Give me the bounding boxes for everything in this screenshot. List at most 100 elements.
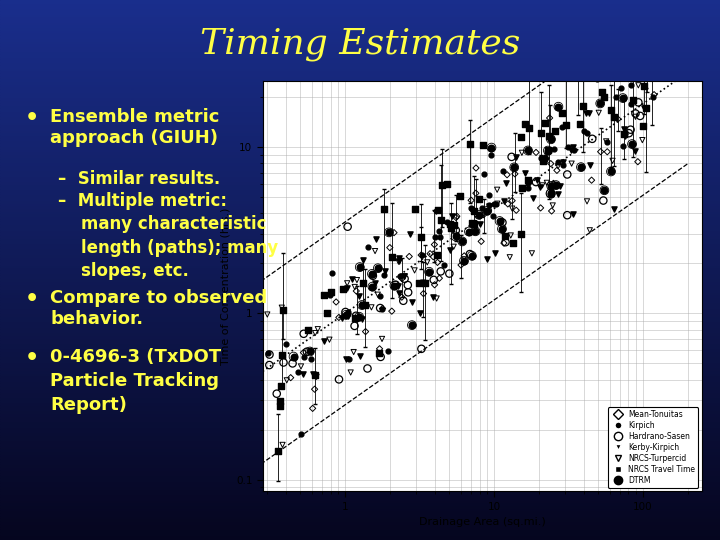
Point bbox=[463, 227, 474, 236]
Point bbox=[386, 307, 397, 315]
Point bbox=[373, 349, 384, 357]
Point bbox=[444, 220, 456, 228]
Y-axis label: Time of Concentration (hrs.): Time of Concentration (hrs.) bbox=[220, 207, 230, 365]
Point bbox=[496, 225, 508, 233]
Point bbox=[530, 178, 541, 186]
Point bbox=[502, 200, 513, 208]
Point bbox=[567, 210, 578, 219]
Point bbox=[606, 106, 617, 114]
Point bbox=[416, 251, 428, 259]
Point bbox=[469, 227, 481, 235]
Point bbox=[406, 298, 418, 306]
Point bbox=[278, 358, 289, 367]
Point bbox=[550, 181, 562, 190]
Point bbox=[351, 287, 362, 295]
Point bbox=[580, 109, 592, 118]
Point bbox=[418, 278, 429, 287]
Point bbox=[433, 274, 445, 282]
Point bbox=[354, 263, 366, 272]
Point bbox=[287, 359, 298, 368]
Point bbox=[366, 269, 378, 278]
Point bbox=[483, 201, 495, 210]
Point bbox=[546, 181, 557, 190]
Point bbox=[490, 199, 502, 208]
Point bbox=[333, 313, 345, 322]
Point bbox=[549, 126, 561, 135]
Point bbox=[383, 228, 395, 237]
Point bbox=[466, 219, 477, 227]
Point bbox=[497, 218, 508, 227]
Point bbox=[623, 129, 634, 138]
Point bbox=[647, 93, 659, 102]
Point bbox=[465, 196, 477, 205]
Point bbox=[578, 127, 590, 136]
Point bbox=[455, 261, 467, 269]
Point bbox=[281, 376, 292, 384]
Point bbox=[478, 211, 490, 219]
Point bbox=[490, 249, 501, 258]
Point bbox=[399, 274, 410, 283]
Point bbox=[545, 190, 557, 198]
Point bbox=[598, 92, 610, 101]
Point bbox=[421, 258, 433, 267]
Point bbox=[553, 103, 564, 111]
Point bbox=[382, 347, 393, 355]
Point bbox=[548, 179, 559, 188]
Point bbox=[397, 296, 409, 305]
Text: Timing Estimates: Timing Estimates bbox=[200, 27, 520, 61]
Point bbox=[557, 161, 569, 170]
Point bbox=[310, 329, 321, 338]
Point bbox=[626, 140, 638, 149]
Point bbox=[354, 263, 366, 272]
Text: Compare to observed
behavior.: Compare to observed behavior. bbox=[50, 289, 268, 328]
Point bbox=[346, 275, 358, 284]
Point bbox=[389, 281, 400, 290]
Point bbox=[587, 134, 598, 143]
Point bbox=[619, 132, 631, 141]
Point bbox=[304, 347, 315, 356]
Point bbox=[369, 247, 381, 255]
Point bbox=[498, 197, 510, 205]
Point bbox=[466, 252, 477, 260]
Point bbox=[566, 159, 577, 168]
Point bbox=[516, 132, 527, 141]
Point bbox=[597, 90, 608, 99]
Point bbox=[636, 66, 647, 75]
Point bbox=[628, 72, 639, 80]
Point bbox=[343, 312, 354, 320]
Point bbox=[369, 279, 380, 288]
Point bbox=[483, 202, 495, 211]
Point bbox=[486, 143, 498, 152]
Point bbox=[626, 99, 637, 108]
Point bbox=[367, 272, 379, 280]
Point bbox=[396, 293, 408, 301]
Point bbox=[581, 129, 593, 137]
Point bbox=[522, 176, 534, 184]
Point bbox=[556, 109, 567, 117]
Point bbox=[318, 337, 330, 346]
Point bbox=[647, 64, 658, 72]
Point bbox=[444, 245, 456, 254]
Point bbox=[336, 314, 348, 322]
Point bbox=[519, 119, 531, 128]
Point bbox=[388, 228, 400, 237]
Point bbox=[558, 158, 570, 166]
Point bbox=[337, 285, 348, 294]
Point bbox=[434, 233, 446, 241]
Point bbox=[392, 281, 403, 290]
Point bbox=[541, 179, 553, 187]
Point bbox=[499, 232, 510, 240]
Point bbox=[355, 352, 366, 360]
Point bbox=[288, 352, 300, 361]
Point bbox=[458, 256, 469, 265]
Point bbox=[288, 352, 300, 361]
Point bbox=[298, 353, 310, 361]
Point bbox=[321, 309, 333, 318]
Point bbox=[341, 310, 352, 319]
Point bbox=[507, 239, 518, 247]
Point bbox=[392, 258, 404, 266]
Point bbox=[534, 183, 545, 192]
Point bbox=[536, 181, 548, 190]
Point bbox=[450, 213, 462, 222]
Point bbox=[508, 163, 520, 172]
